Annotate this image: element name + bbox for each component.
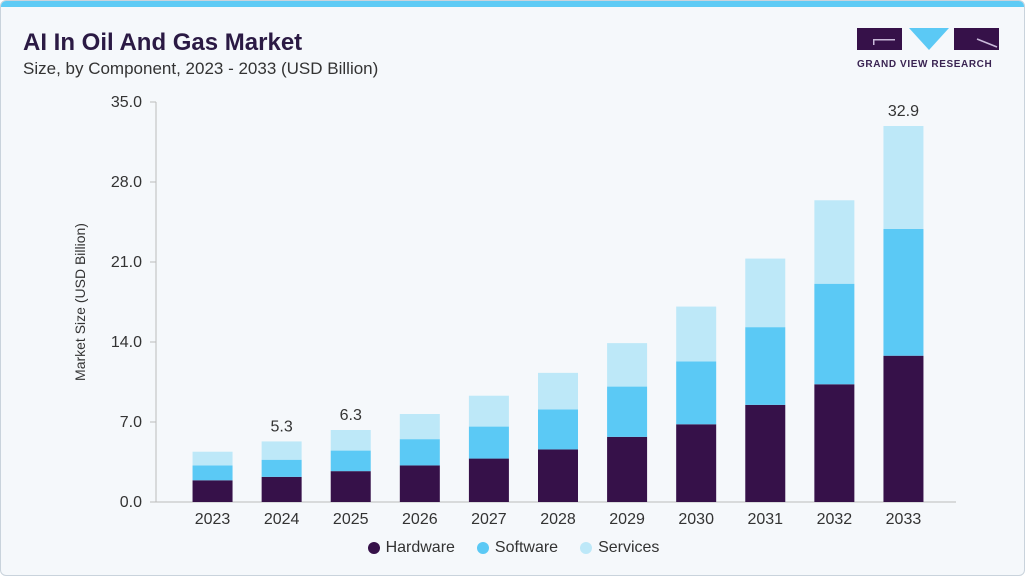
data-label: 5.3 [271, 418, 293, 435]
y-tick-label: 21.0 [111, 254, 142, 271]
bar-services-2033 [883, 126, 924, 229]
bar-services-2026 [399, 414, 440, 440]
legend-item-software: Software [476, 539, 559, 557]
x-tick-label: 2023 [195, 511, 231, 528]
legend-item-hardware: Hardware [367, 539, 455, 557]
data-label: 32.9 [888, 103, 919, 120]
bar-software-2030 [676, 361, 717, 425]
x-tick-label: 2029 [609, 511, 645, 528]
bar-software-2024 [261, 459, 302, 477]
bar-hardware-2023 [192, 480, 233, 502]
chart-subtitle: Size, by Component, 2023 - 2033 (USD Bil… [23, 59, 379, 78]
bar-services-2032 [814, 200, 855, 284]
x-tick-label: 2032 [817, 511, 853, 528]
y-tick-label: 14.0 [111, 334, 142, 351]
legend-label: Hardware [385, 539, 455, 556]
bar-hardware-2029 [607, 436, 648, 502]
legend-swatch [580, 542, 593, 554]
bar-software-2031 [745, 327, 786, 405]
bar-services-2027 [468, 395, 509, 427]
bar-software-2029 [607, 386, 648, 437]
x-tick-label: 2028 [540, 511, 576, 528]
bar-hardware-2026 [399, 465, 440, 502]
legend-swatch [367, 542, 380, 554]
bar-hardware-2024 [261, 476, 302, 502]
legend-label: Services [598, 539, 660, 556]
x-tick-label: 2026 [402, 511, 438, 528]
bar-services-2024 [261, 441, 302, 460]
bar-services-2031 [745, 258, 786, 328]
bar-hardware-2031 [745, 404, 786, 502]
bar-software-2025 [330, 450, 371, 472]
bar-hardware-2032 [814, 384, 855, 502]
legend: Hardware Software Services [1, 539, 1024, 557]
bar-services-2025 [330, 430, 371, 451]
x-tick-label: 2030 [678, 511, 714, 528]
legend-swatch [476, 542, 489, 554]
bar-hardware-2025 [330, 471, 371, 502]
y-tick-label: 7.0 [120, 414, 142, 431]
bar-services-2023 [192, 451, 233, 466]
bar-services-2029 [607, 343, 648, 387]
x-tick-label: 2031 [747, 511, 783, 528]
y-tick-label: 35.0 [111, 94, 142, 111]
bar-software-2027 [468, 426, 509, 459]
chart-title: AI In Oil And Gas Market [23, 29, 303, 56]
y-axis-title: Market Size (USD Billion) [72, 223, 88, 381]
bar-services-2028 [538, 372, 578, 410]
bar-hardware-2027 [468, 458, 509, 502]
data-label: 6.3 [340, 407, 362, 424]
logo-text: GRAND VIEW RESEARCH [857, 59, 993, 70]
bar-software-2032 [814, 283, 855, 385]
legend-item-services: Services [580, 539, 659, 557]
bar-software-2033 [883, 228, 924, 356]
y-tick-label: 0.0 [120, 494, 142, 511]
x-tick-label: 2025 [333, 511, 369, 528]
x-tick-label: 2024 [264, 511, 300, 528]
bar-hardware-2028 [538, 449, 578, 502]
grand-view-research-logo [857, 28, 999, 50]
bar-software-2028 [538, 409, 578, 450]
bar-software-2026 [399, 439, 440, 466]
bar-hardware-2033 [883, 355, 924, 502]
bar-software-2023 [192, 465, 233, 481]
bar-hardware-2030 [676, 424, 717, 502]
bar-services-2030 [676, 306, 717, 362]
legend-label: Software [494, 539, 559, 556]
accent-bar [1, 1, 1024, 7]
y-tick-label: 28.0 [111, 174, 142, 191]
x-tick-label: 2027 [471, 511, 507, 528]
x-tick-label: 2033 [886, 511, 922, 528]
